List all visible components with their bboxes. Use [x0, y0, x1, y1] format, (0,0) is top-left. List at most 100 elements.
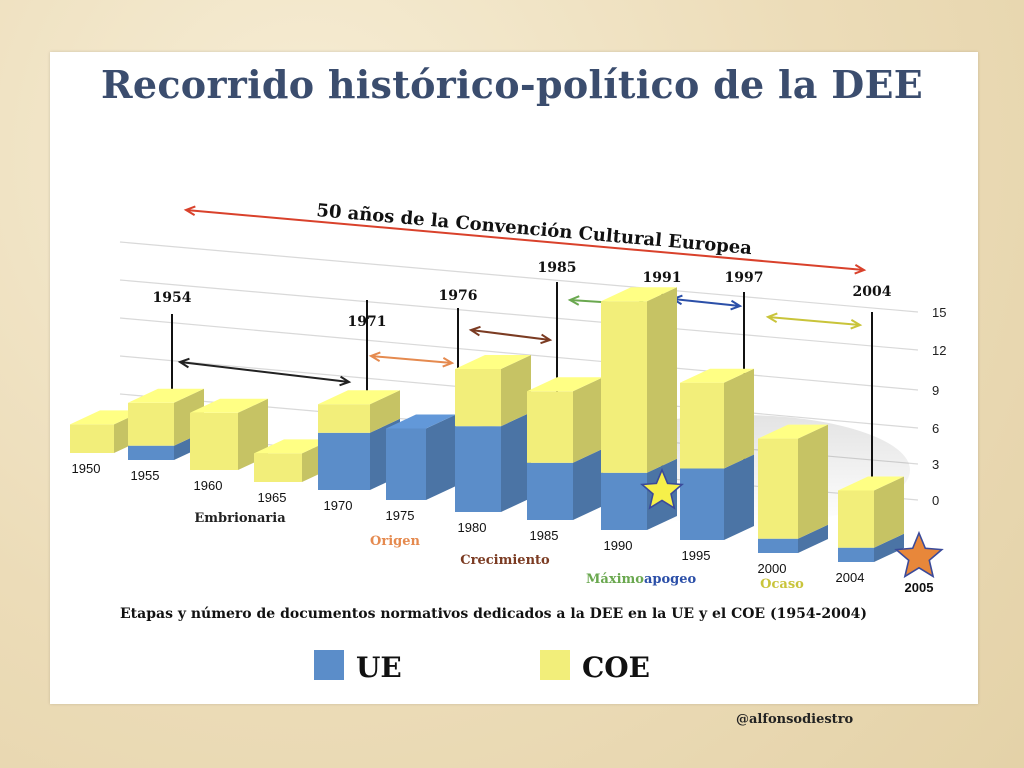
- bar-top-1975: [386, 414, 456, 429]
- arrow-origen: [368, 351, 455, 368]
- bar-ue-1955-front: [128, 445, 174, 460]
- stars: 2005: [640, 467, 944, 595]
- bar-coe-1990: [601, 287, 677, 473]
- marker-label-1976: 1976: [439, 288, 478, 304]
- bar-ue-1980-front: [455, 426, 501, 512]
- y-tick-label: 15: [932, 305, 946, 320]
- bar-coe-2000: [758, 424, 828, 539]
- x-tick-label: 1960: [194, 478, 223, 493]
- bar-coe-1950-front: [70, 424, 114, 453]
- bar-coe-2000-front: [758, 438, 798, 539]
- bar-coe-2004-side: [874, 476, 904, 548]
- arrow-apogeo: [670, 294, 743, 311]
- span-arrow: [183, 205, 867, 275]
- bar-coe-2004-front: [838, 490, 874, 548]
- bar-coe-1960-front: [190, 412, 238, 470]
- star-label: 2005: [905, 580, 934, 595]
- x-tick-label: 1950: [72, 461, 101, 476]
- bar-coe-1985-side: [573, 377, 603, 463]
- bar-ue-1975: [386, 414, 456, 500]
- bar-top-1965: [254, 439, 332, 454]
- star-1991-icon: [640, 467, 684, 510]
- bar-coe-1970: [318, 390, 400, 433]
- y-tick-label: 0: [932, 493, 939, 508]
- gridline: [119, 241, 919, 313]
- bar-ue-1975-front: [386, 428, 426, 500]
- bar-coe-1955-front: [128, 402, 174, 446]
- bar-top-1990: [601, 287, 677, 302]
- bar-coe-2000-side: [798, 424, 828, 539]
- bar-coe-1980-side: [501, 355, 531, 427]
- bar-ue-2000-side: [798, 524, 828, 553]
- bar-coe-1980-front: [455, 369, 501, 427]
- gridline: [119, 279, 919, 351]
- bar-coe-1965-front: [254, 453, 302, 482]
- x-tick-label: 2000: [758, 561, 787, 576]
- x-tick-label: 1955: [131, 468, 160, 483]
- marker-label-1985: 1985: [538, 260, 577, 276]
- bar-coe-1995-side: [724, 368, 754, 469]
- bar-top-1970: [318, 390, 400, 405]
- bar-top-1950: [70, 410, 144, 425]
- legend: UE COE: [314, 650, 650, 684]
- bar-ue-1985: [527, 448, 603, 520]
- bar-coe-1985: [527, 377, 603, 463]
- x-tick-label: 1975: [386, 508, 415, 523]
- bar-coe-1970-side: [370, 390, 400, 433]
- star-2005-icon: [894, 530, 944, 579]
- x-tick-label: 1970: [324, 498, 353, 513]
- x-tick-label: 1985: [530, 528, 559, 543]
- page-title: Recorrido histórico-político de la DEE: [101, 62, 923, 107]
- x-tick-label: 1980: [458, 520, 487, 535]
- arrow-crecimiento: [468, 325, 553, 345]
- bar-ue-2004: [838, 533, 904, 562]
- y-tick-label: 9: [932, 383, 939, 398]
- bar-top-1955: [128, 388, 204, 403]
- credit: @alfonsodiestro: [736, 712, 854, 727]
- marker-label-1954: 1954: [153, 290, 192, 306]
- legend-label-ue: UE: [356, 651, 402, 684]
- bar-ue-2004-side: [874, 533, 904, 562]
- stage-label-crecimiento: Crecimiento: [460, 553, 550, 568]
- x-tick-label: 1990: [604, 538, 633, 553]
- bar-ue-1985-front: [527, 462, 573, 520]
- bars: [70, 287, 910, 562]
- stage-labels: Embrionaria Origen Crecimiento Máximo apogeo…: [194, 511, 804, 592]
- bar-coe-1970-front: [318, 404, 370, 433]
- bar-top-1995: [680, 368, 754, 383]
- stage-label-embrionaria: Embrionaria: [194, 511, 286, 526]
- y-axis: 15 12 9 6 3 0: [932, 305, 946, 508]
- stage-label-máximo: Máximo: [586, 572, 644, 587]
- x-tick-label: 1995: [682, 548, 711, 563]
- bar-top-1985: [527, 377, 603, 392]
- x-tick-label: 2004: [836, 570, 865, 585]
- chart-title: 50 años de la Convención Cultural Europe…: [316, 200, 754, 259]
- bar-coe-1995-front: [680, 382, 724, 469]
- gridline: [119, 317, 919, 391]
- bar-ue-1990-front: [601, 472, 647, 530]
- chart-caption: Etapas y número de documentos normativos…: [120, 606, 867, 622]
- bar-ue-1995: [680, 454, 754, 540]
- marker-label-2004: 2004: [853, 284, 892, 300]
- bar-ue-1985-side: [573, 448, 603, 520]
- legend-label-coe: COE: [582, 651, 650, 684]
- arrow-ocaso: [765, 312, 863, 330]
- bar-coe-1980: [455, 355, 531, 427]
- legend-swatch-ue: [314, 650, 344, 680]
- bar-coe-1985-front: [527, 391, 573, 463]
- bar-top-1960: [190, 398, 268, 413]
- bar-ue-1970-front: [318, 432, 370, 490]
- bar-top-1980: [455, 355, 531, 369]
- bar-ue-2004-front: [838, 547, 874, 562]
- y-tick-label: 3: [932, 457, 939, 472]
- bar-ue-2000: [758, 524, 828, 553]
- bar-ue-1980: [455, 412, 531, 512]
- bar-top-2004: [838, 476, 904, 491]
- x-axis: 1950 1955 1960 1965 1970 1975 1980 1985 1990 1995…: [72, 461, 865, 585]
- marker-label-1991: 1991: [643, 270, 682, 286]
- marker-label-1997: 1997: [725, 270, 764, 286]
- stage-label-origen: Origen: [370, 534, 420, 549]
- stage-label-ocaso: Ocaso: [760, 577, 804, 592]
- bar-coe-1990-front: [601, 301, 647, 473]
